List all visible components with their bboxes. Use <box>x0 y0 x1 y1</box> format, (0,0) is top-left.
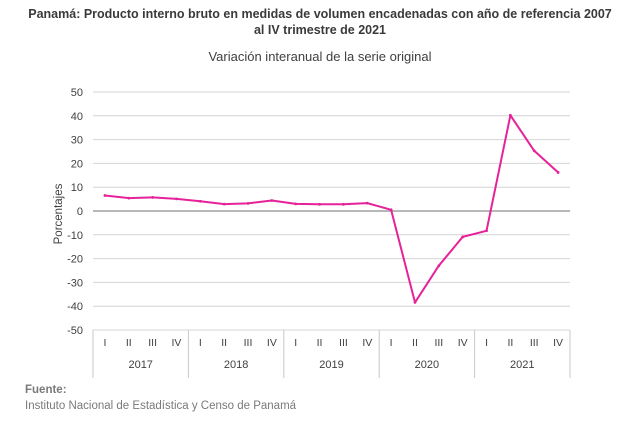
y-tick-label: -50 <box>67 325 83 337</box>
series-line <box>104 114 559 304</box>
y-axis-label: Porcentajes <box>53 183 65 244</box>
x-tick-label: IV <box>267 337 277 349</box>
data-point <box>365 201 369 205</box>
x-tick-label: II <box>126 337 132 349</box>
data-point <box>246 201 250 205</box>
year-label: 2020 <box>415 359 439 371</box>
y-tick-label: 0 <box>77 206 83 218</box>
x-tick-label: IV <box>362 337 372 349</box>
x-tick-label: III <box>148 337 157 349</box>
data-point <box>175 197 178 201</box>
x-tick-label: IV <box>172 337 182 349</box>
data-point <box>198 199 202 203</box>
data-point <box>413 300 417 304</box>
year-label: 2021 <box>510 359 534 371</box>
data-point <box>556 171 560 174</box>
x-tick-label: III <box>434 337 443 349</box>
source-label: Fuente: <box>25 384 67 396</box>
data-point <box>294 202 298 206</box>
x-tick-label: II <box>412 337 418 349</box>
y-tick-label: -10 <box>67 230 83 242</box>
x-tick-label: I <box>390 337 393 349</box>
data-point <box>103 194 107 197</box>
data-point <box>508 113 512 117</box>
x-tick-label: II <box>317 337 323 349</box>
year-label: 2018 <box>224 359 248 371</box>
x-tick-label: IV <box>458 337 468 349</box>
y-tick-label: -20 <box>67 254 83 266</box>
x-tick-label: I <box>294 337 297 349</box>
x-tick-label: III <box>244 337 253 349</box>
y-tick-label: 20 <box>71 158 83 170</box>
data-point <box>222 202 226 206</box>
chart-title-line-2: al IV trimestre de 2021 <box>253 23 387 37</box>
data-point <box>389 208 393 212</box>
data-point <box>270 199 274 202</box>
x-tick-label: II <box>221 337 227 349</box>
chart-title: Panamá: Producto interno bruto en medida… <box>0 6 640 38</box>
data-point <box>318 202 321 206</box>
chart-subtitle: Variación interanual de la serie origina… <box>208 49 432 64</box>
chart-title-line-1: Panamá: Producto interno bruto en medida… <box>28 7 612 21</box>
data-point <box>342 202 345 206</box>
x-tick-label: I <box>103 337 106 349</box>
x-tick-label: II <box>507 337 513 349</box>
x-tick-label: I <box>199 337 202 349</box>
y-tick-label: 50 <box>71 87 83 99</box>
x-tick-label: IV <box>553 337 563 349</box>
x-tick-label: III <box>530 337 539 349</box>
data-point <box>437 264 441 268</box>
y-tick-label: 30 <box>71 135 83 147</box>
y-tick-label: -40 <box>67 301 83 313</box>
source-text: Instituto Nacional de Estadística y Cens… <box>25 400 297 412</box>
data-point <box>485 229 488 233</box>
year-label: 2019 <box>319 359 343 371</box>
y-tick-label: 10 <box>71 182 83 194</box>
data-point <box>127 196 131 200</box>
y-tick-label: 40 <box>71 111 83 123</box>
x-tick-label: III <box>339 337 348 349</box>
year-label: 2017 <box>128 359 152 371</box>
data-point <box>532 149 536 153</box>
data-point <box>151 196 155 199</box>
y-tick-label: -30 <box>67 277 83 289</box>
x-tick-label: I <box>485 337 488 349</box>
data-point <box>461 235 465 239</box>
